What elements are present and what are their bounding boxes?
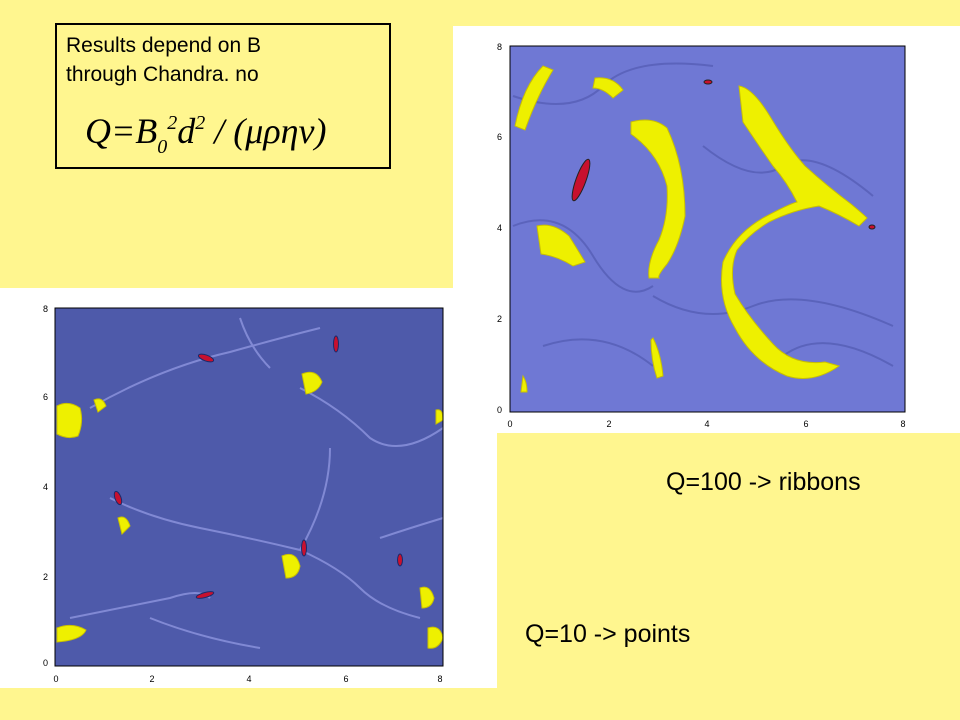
tick-label: 2: [606, 419, 611, 429]
tick-label: 8: [900, 419, 905, 429]
formula-subscript: 0: [157, 136, 168, 158]
y-axis: 0 2 4 6 8: [497, 42, 502, 415]
points-field-plot: 0 2 4 6 8 0 2 4 6 8: [0, 288, 497, 688]
tick-label: 4: [43, 482, 48, 492]
tick-label: 2: [149, 674, 154, 684]
peak-spot: [571, 158, 591, 202]
field-point: [56, 402, 83, 439]
note-box: Results depend on B through Chandra. no …: [55, 23, 391, 169]
x-axis: 0 2 4 6 8: [507, 419, 905, 429]
ribbons-caption: Q=100 -> ribbons: [666, 468, 861, 496]
formula-exponent-d: 2: [195, 112, 206, 134]
y-axis: 0 2 4 6 8: [43, 304, 48, 668]
points-caption: Q=10 -> points: [525, 620, 691, 648]
tick-label: 0: [507, 419, 512, 429]
field-point: [281, 553, 301, 579]
tick-label: 6: [343, 674, 348, 684]
formula-denominator: / (μρην): [205, 111, 327, 151]
ribbon: [536, 224, 586, 267]
ribbon: [514, 65, 554, 131]
tick-label: 6: [43, 392, 48, 402]
tick-label: 6: [497, 132, 502, 142]
tick-label: 8: [497, 42, 502, 52]
tick-label: 8: [43, 304, 48, 314]
tick-label: 0: [53, 674, 58, 684]
tick-label: 4: [246, 674, 251, 684]
note-line-1: Results depend on B: [66, 34, 261, 57]
tick-label: 4: [704, 419, 709, 429]
tick-label: 0: [497, 405, 502, 415]
plot-area: [510, 46, 905, 412]
formula-exponent-b: 2: [167, 112, 178, 134]
note-line-2: through Chandra. no: [66, 63, 259, 86]
tick-label: 0: [43, 658, 48, 668]
tick-label: 6: [803, 419, 808, 429]
chandrasekhar-formula: Q=B02d2 / (μρην): [85, 113, 326, 157]
tick-label: 8: [437, 674, 442, 684]
tick-label: 2: [497, 314, 502, 324]
formula-lhs: Q=B: [85, 111, 158, 151]
peak-spot: [197, 353, 215, 363]
formula-d: d: [177, 111, 196, 151]
tick-label: 2: [43, 572, 48, 582]
x-axis: 0 2 4 6 8: [53, 674, 442, 684]
ribbon: [630, 119, 686, 279]
ribbons-field-plot: 0 2 4 6 8 0 2 4 6 8: [453, 26, 960, 433]
tick-label: 4: [497, 223, 502, 233]
ribbon: [721, 85, 868, 379]
plot-area: [55, 308, 443, 666]
